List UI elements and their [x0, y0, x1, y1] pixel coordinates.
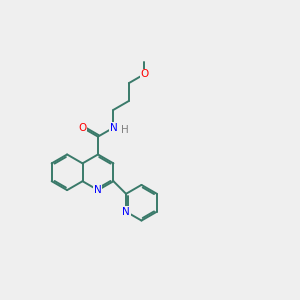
Text: N: N	[94, 185, 102, 195]
Text: H: H	[121, 125, 129, 135]
Text: N: N	[122, 207, 130, 217]
Text: N: N	[110, 123, 117, 133]
Text: O: O	[78, 123, 87, 133]
Text: O: O	[140, 69, 148, 79]
